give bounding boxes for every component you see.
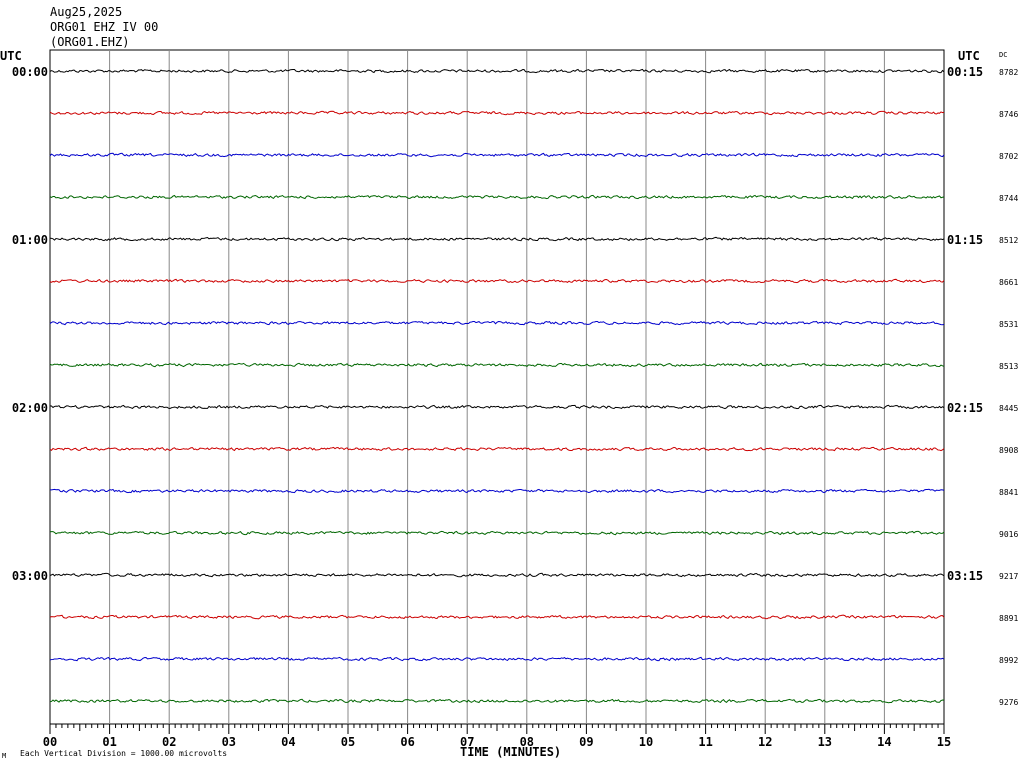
trace-line (49, 530, 945, 536)
dc-value-label: 8908 (999, 446, 1018, 455)
x-tick-label: 06 (400, 735, 414, 749)
trace-line (49, 572, 945, 578)
dc-value-label: 8513 (999, 362, 1018, 371)
dc-value-label: 9016 (999, 530, 1018, 539)
x-tick-label: 15 (937, 735, 951, 749)
x-tick-label: 12 (758, 735, 772, 749)
trace-line (49, 698, 945, 704)
plot-frame (49, 49, 945, 725)
dc-value-label: 8445 (999, 404, 1018, 413)
x-tick-label: 10 (639, 735, 653, 749)
x-tick-label: 03 (222, 735, 236, 749)
left-hour-label: 00:00 (12, 65, 48, 79)
header-station: ORG01 EHZ IV 00 (50, 20, 159, 34)
x-tick-label: 08 (520, 735, 534, 749)
trace-line (49, 446, 945, 452)
dc-value-label: 8782 (999, 68, 1018, 77)
dc-value-label: 8702 (999, 152, 1018, 161)
x-tick-label: 05 (341, 735, 355, 749)
right-hour-label: 03:15 (947, 569, 983, 583)
dc-value-label: 8531 (999, 320, 1018, 329)
dc-value-label: 8746 (999, 110, 1018, 119)
x-tick-label: 13 (818, 735, 832, 749)
dc-value-label: 8891 (999, 614, 1018, 623)
trace-line (49, 362, 945, 368)
right-hour-label: 01:15 (947, 233, 983, 247)
trace-line (49, 110, 945, 116)
dc-title: DC (999, 51, 1007, 59)
seismic-traces (49, 68, 945, 704)
x-tick-label: 11 (698, 735, 712, 749)
trace-line (49, 194, 945, 200)
trace-line (49, 404, 945, 410)
dc-value-label: 8841 (999, 488, 1018, 497)
x-tick-label: 01 (102, 735, 116, 749)
x-tick-label: 04 (281, 735, 295, 749)
x-tick-label: 14 (877, 735, 891, 749)
left-hour-label: 01:00 (12, 233, 48, 247)
right-hour-label: 00:15 (947, 65, 983, 79)
trace-line (49, 488, 945, 494)
trace-line (49, 278, 945, 284)
corner-mark: M (2, 752, 7, 760)
dc-value-label: 9217 (999, 572, 1018, 581)
dc-value-label: 8512 (999, 236, 1018, 245)
axis-labels: UTC UTC DC TIME (MINUTES) 00:00 01:00 02:0… (0, 49, 1018, 759)
x-tick-label: 00 (43, 735, 57, 749)
trace-line (49, 320, 945, 326)
trace-line (49, 68, 945, 74)
dc-value-label: 8744 (999, 194, 1018, 203)
header-channel: (ORG01.EHZ) (50, 35, 130, 49)
x-axis-title: TIME (MINUTES) (460, 745, 561, 759)
vertical-division-note: Each Vertical Division = 1000.00 microvo… (20, 749, 228, 758)
left-hour-label: 03:00 (12, 569, 48, 583)
trace-line (49, 614, 945, 620)
dc-value-label: 9276 (999, 698, 1018, 707)
trace-line (49, 152, 945, 158)
left-hour-label: 02:00 (12, 401, 48, 415)
x-tick-label: 02 (162, 735, 176, 749)
x-tick-label: 09 (579, 735, 593, 749)
trace-line (49, 236, 945, 242)
minute-grid (109, 50, 885, 724)
x-axis: 00 01 02 03 04 05 06 07 08 09 10 11 12 13 14 15 (43, 724, 951, 749)
trace-line (49, 656, 945, 662)
left-utc-title: UTC (0, 49, 22, 63)
right-hour-label: 02:15 (947, 401, 983, 415)
dc-value-label: 8661 (999, 278, 1018, 287)
x-tick-label: 07 (460, 735, 474, 749)
right-utc-title: UTC (958, 49, 980, 63)
dc-value-label: 8992 (999, 656, 1018, 665)
header-date: Aug25,2025 (50, 5, 123, 19)
